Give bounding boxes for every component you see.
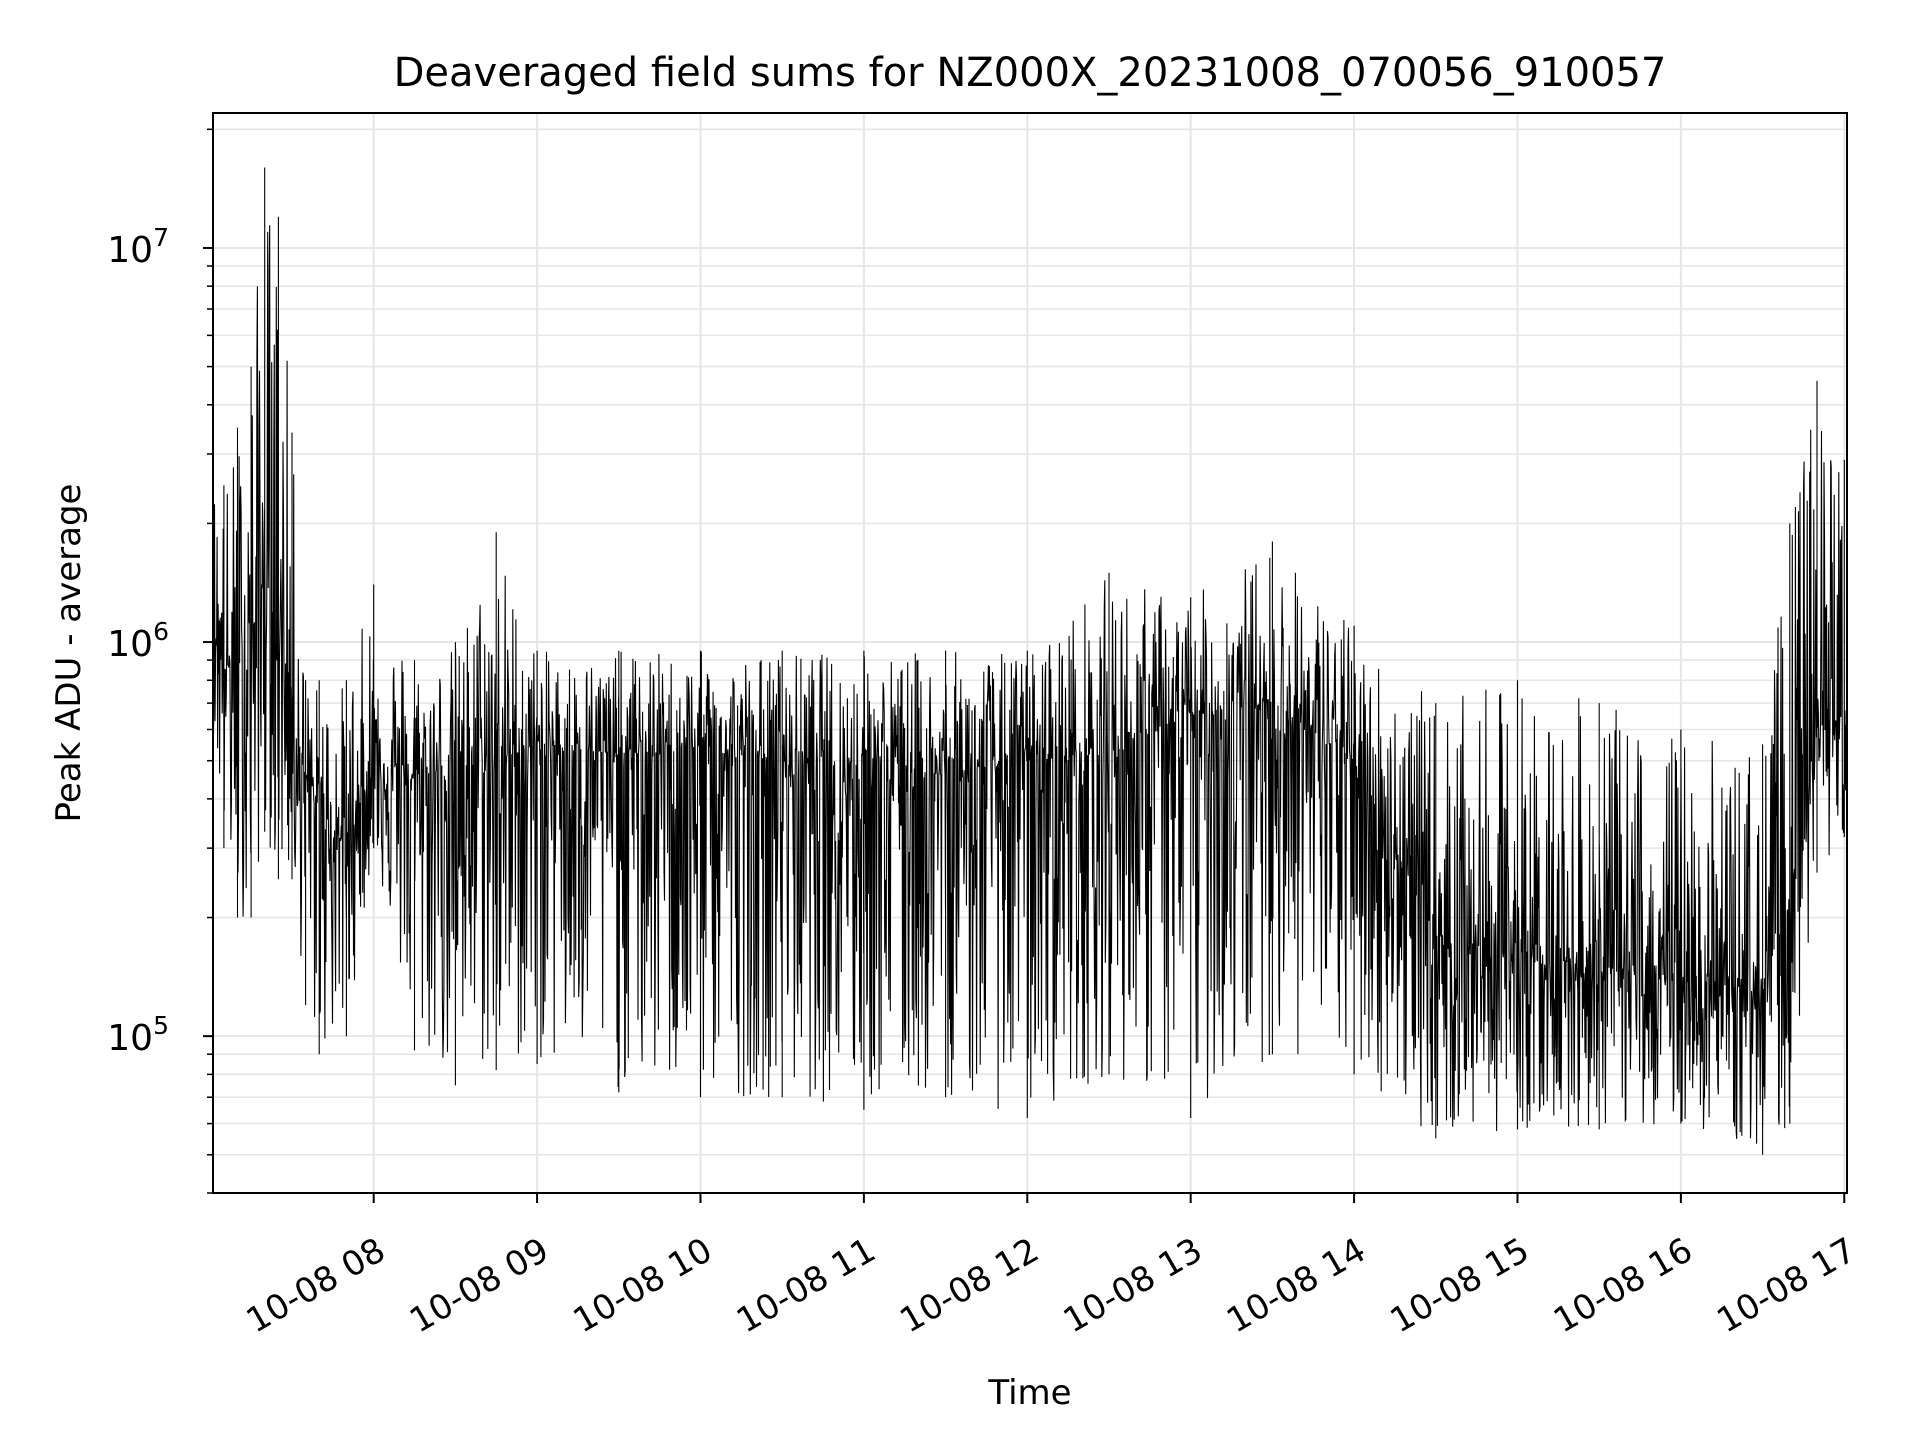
chart-title: Deaveraged field sums for NZ000X_2023100… — [394, 50, 1667, 96]
y-tick-label: 106 — [107, 617, 169, 665]
y-axis-label: Peak ADU - average — [49, 484, 89, 823]
data-line — [212, 167, 1848, 1155]
y-axis: 105 106 107 — [107, 128, 213, 1194]
plot-area — [212, 112, 1848, 1194]
y-tick-label: 105 — [107, 1011, 169, 1059]
y-tick-label: 107 — [107, 223, 169, 271]
series-layer — [212, 167, 1848, 1155]
x-axis-label: Time — [987, 1373, 1071, 1413]
